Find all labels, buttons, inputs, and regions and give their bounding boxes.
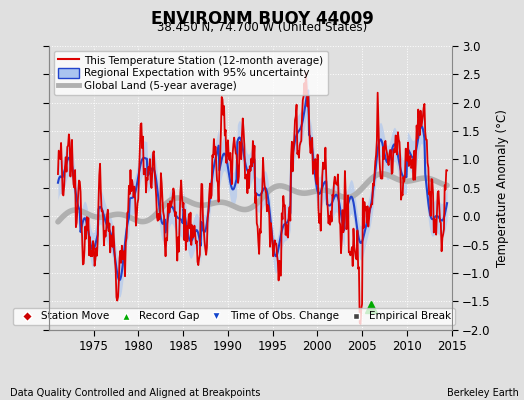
Text: Berkeley Earth: Berkeley Earth — [447, 388, 519, 398]
Text: Data Quality Controlled and Aligned at Breakpoints: Data Quality Controlled and Aligned at B… — [10, 388, 261, 398]
Text: 38.450 N, 74.700 W (United States): 38.450 N, 74.700 W (United States) — [157, 21, 367, 34]
Y-axis label: Temperature Anomaly (°C): Temperature Anomaly (°C) — [496, 109, 509, 267]
Legend: Station Move, Record Gap, Time of Obs. Change, Empirical Break: Station Move, Record Gap, Time of Obs. C… — [13, 308, 455, 325]
Text: ENVIRONM BUOY 44009: ENVIRONM BUOY 44009 — [150, 10, 374, 28]
